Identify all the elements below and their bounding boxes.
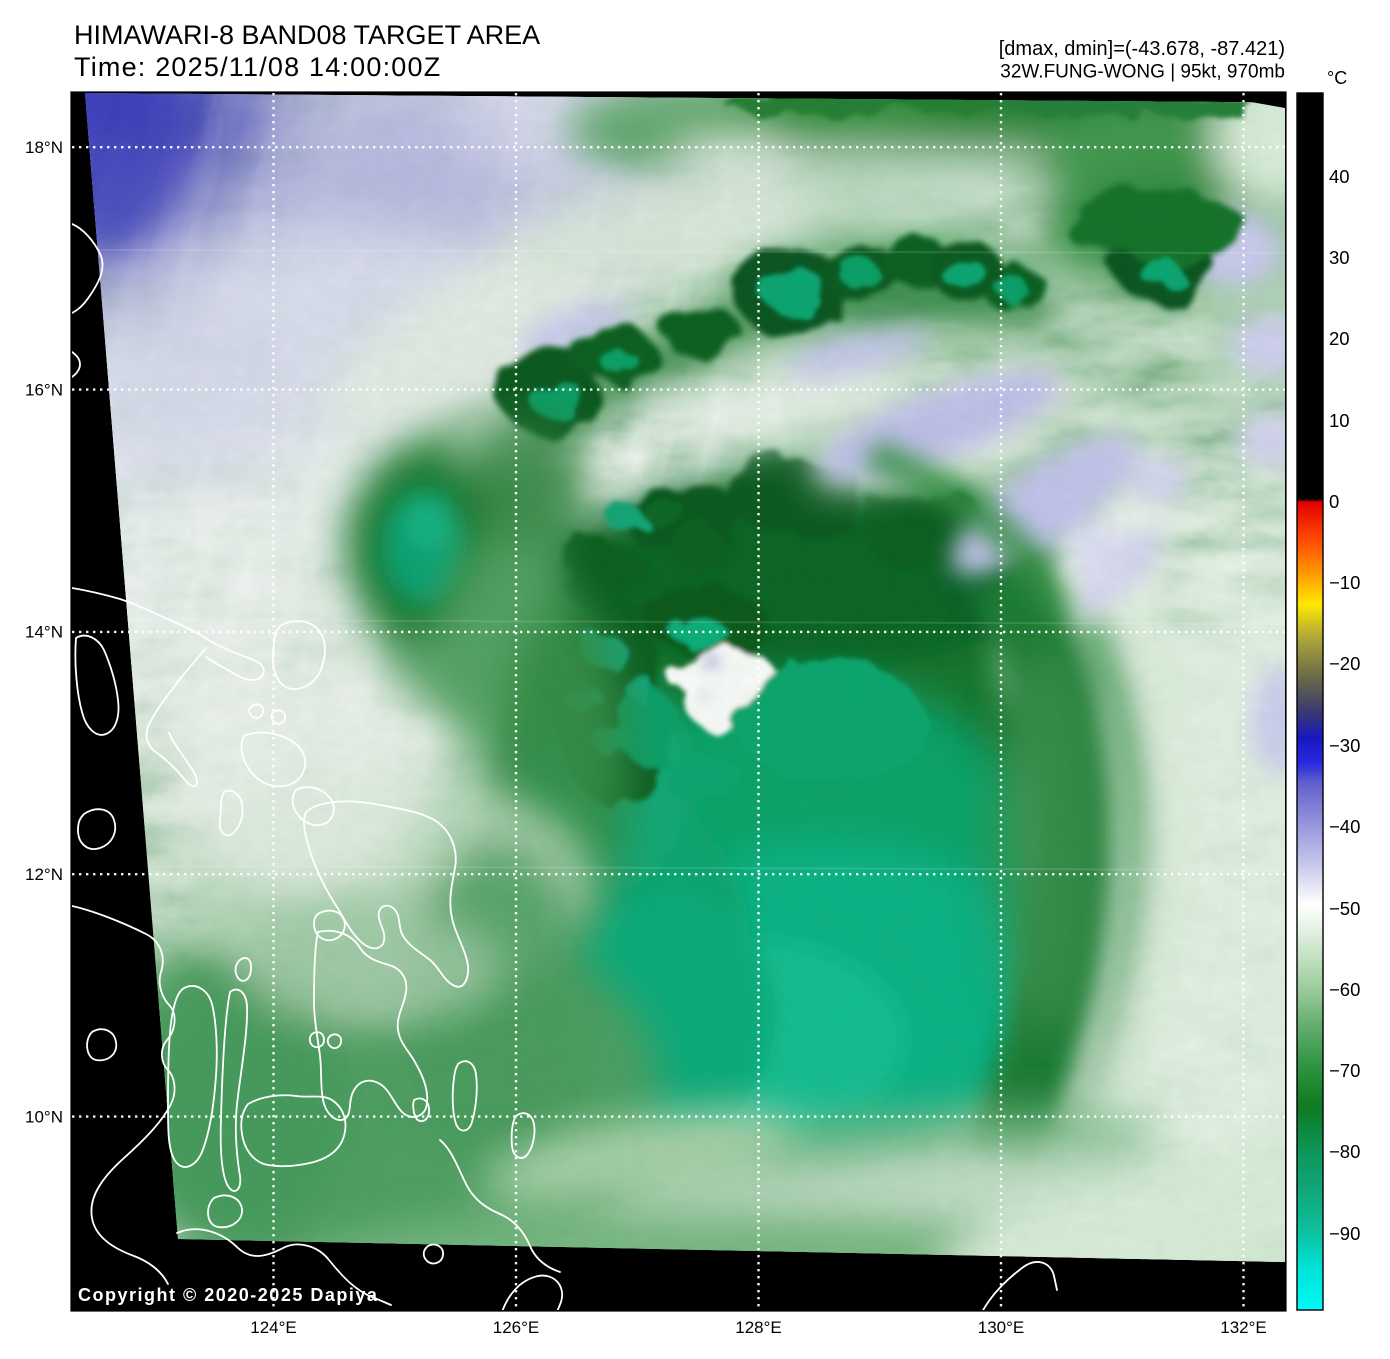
svg-text:−80: −80 xyxy=(1329,1141,1360,1162)
svg-text:−20: −20 xyxy=(1329,653,1360,674)
svg-text:Time: 2025/11/08 14:00:00Z: Time: 2025/11/08 14:00:00Z xyxy=(74,52,441,82)
svg-text:16°N: 16°N xyxy=(25,380,63,399)
svg-text:−60: −60 xyxy=(1329,979,1360,1000)
svg-text:−50: −50 xyxy=(1329,898,1360,919)
svg-text:10°N: 10°N xyxy=(25,1107,63,1126)
svg-text:18°N: 18°N xyxy=(25,138,63,157)
svg-text:HIMAWARI-8 BAND08 TARGET AREA: HIMAWARI-8 BAND08 TARGET AREA xyxy=(74,20,540,50)
svg-text:−30: −30 xyxy=(1329,735,1360,756)
svg-text:20: 20 xyxy=(1329,328,1350,349)
svg-text:[dmax, dmin]=(-43.678, -87.421: [dmax, dmin]=(-43.678, -87.421) xyxy=(999,38,1285,60)
svg-text:−10: −10 xyxy=(1329,572,1360,593)
svg-text:10: 10 xyxy=(1329,410,1350,431)
svg-text:12°N: 12°N xyxy=(25,865,63,884)
svg-text:132°E: 132°E xyxy=(1220,1318,1267,1337)
svg-text:128°E: 128°E xyxy=(735,1318,782,1337)
svg-text:126°E: 126°E xyxy=(493,1318,540,1337)
svg-text:0: 0 xyxy=(1329,491,1339,512)
svg-text:124°E: 124°E xyxy=(250,1318,297,1337)
svg-text:−40: −40 xyxy=(1329,816,1360,837)
svg-text:32W.FUNG-WONG | 95kt, 970mb: 32W.FUNG-WONG | 95kt, 970mb xyxy=(1000,62,1285,83)
svg-text:30: 30 xyxy=(1329,247,1350,268)
svg-text:14°N: 14°N xyxy=(25,623,63,642)
svg-text:Copyright © 2020-2025 Dapiya: Copyright © 2020-2025 Dapiya xyxy=(78,1285,378,1305)
svg-text:−70: −70 xyxy=(1329,1060,1360,1081)
svg-text:130°E: 130°E xyxy=(978,1318,1025,1337)
svg-text:°C: °C xyxy=(1327,68,1347,88)
svg-text:40: 40 xyxy=(1329,166,1350,187)
svg-text:−90: −90 xyxy=(1329,1223,1360,1244)
